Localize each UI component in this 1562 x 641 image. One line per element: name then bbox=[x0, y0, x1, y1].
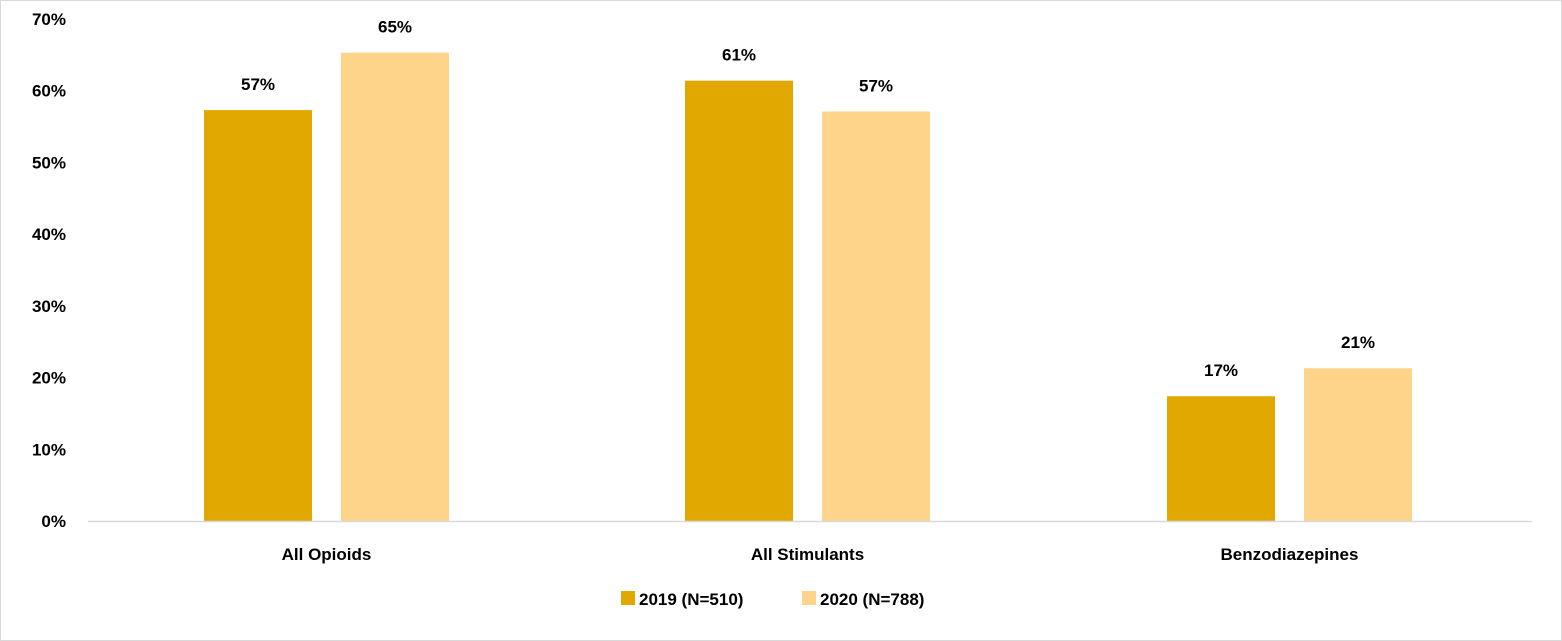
y-tick-label: 60% bbox=[32, 82, 66, 101]
bar bbox=[685, 80, 793, 521]
bars bbox=[204, 52, 1412, 522]
data-label: 17% bbox=[1204, 361, 1238, 380]
y-axis-ticks: 0% 10% 20% 30% 40% 50% 60% 70% bbox=[32, 10, 66, 531]
bar bbox=[822, 111, 930, 522]
y-tick-label: 0% bbox=[41, 512, 66, 531]
y-tick-label: 30% bbox=[32, 297, 66, 316]
data-labels: 57% 65% 61% 57% 17% 21% bbox=[241, 18, 1375, 381]
x-tick-label: All Opioids bbox=[282, 545, 372, 564]
y-tick-label: 40% bbox=[32, 225, 66, 244]
x-tick-label: Benzodiazepines bbox=[1221, 545, 1359, 564]
y-tick-label: 50% bbox=[32, 153, 66, 172]
legend-label: 2020 (N=788) bbox=[820, 590, 924, 609]
data-label: 57% bbox=[859, 77, 893, 96]
y-tick-label: 20% bbox=[32, 369, 66, 388]
data-label: 65% bbox=[378, 18, 412, 37]
x-axis-category-labels: All Opioids All Stimulants Benzodiazepines bbox=[282, 545, 1359, 564]
y-tick-label: 10% bbox=[32, 440, 66, 459]
bar bbox=[1304, 368, 1412, 521]
data-label: 21% bbox=[1341, 333, 1375, 352]
bar bbox=[341, 52, 449, 521]
legend-swatch bbox=[621, 591, 635, 605]
legend: 2019 (N=510) 2020 (N=788) bbox=[621, 590, 924, 609]
bar bbox=[204, 110, 312, 521]
bar bbox=[1167, 396, 1275, 521]
legend-swatch bbox=[802, 591, 816, 605]
data-label: 57% bbox=[241, 75, 275, 94]
data-label: 61% bbox=[722, 46, 756, 65]
legend-label: 2019 (N=510) bbox=[639, 590, 743, 609]
y-tick-label: 70% bbox=[32, 10, 66, 29]
x-tick-label: All Stimulants bbox=[751, 545, 864, 564]
